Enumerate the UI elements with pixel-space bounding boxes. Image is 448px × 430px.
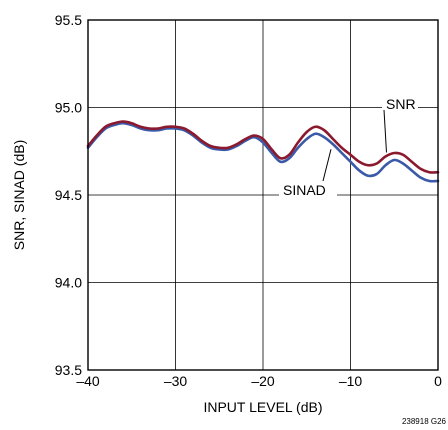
- x-tick-label: –10: [339, 373, 363, 389]
- sinad-label: SINAD: [283, 182, 326, 198]
- y-tick-label: 94.0: [55, 275, 82, 291]
- snr-leader-line: [383, 109, 387, 153]
- series-line-sinad: [86, 121, 440, 183]
- x-tick-label: –20: [251, 373, 275, 389]
- series-lines: [86, 120, 440, 183]
- sinad-label-bg: [279, 180, 337, 199]
- x-tick-label: –40: [76, 373, 100, 389]
- grid: [88, 20, 438, 370]
- x-tick-label: –30: [164, 373, 188, 389]
- tick-labels: –40 –30 –20 –10 0 93.5 94.0 94.5 95.0 95.5: [55, 12, 442, 389]
- snr-label: SNR: [386, 96, 416, 112]
- annotations: SNR SINAD: [279, 94, 418, 199]
- series-line-snr: [86, 120, 440, 174]
- sinad-leader-line: [322, 149, 332, 182]
- y-tick-label: 93.5: [55, 362, 82, 378]
- x-axis-title: INPUT LEVEL (dB): [203, 399, 322, 415]
- y-axis-title: SNR, SINAD (dB): [11, 140, 27, 250]
- x-tick-label: 0: [434, 373, 442, 389]
- plot-frame: [87, 19, 439, 371]
- snr-label-bg: [382, 94, 418, 113]
- y-tick-label: 95.0: [55, 100, 82, 116]
- y-tick-label: 95.5: [55, 12, 82, 28]
- y-tick-label: 94.5: [55, 187, 82, 203]
- figure-id: 238918 G26: [402, 417, 447, 426]
